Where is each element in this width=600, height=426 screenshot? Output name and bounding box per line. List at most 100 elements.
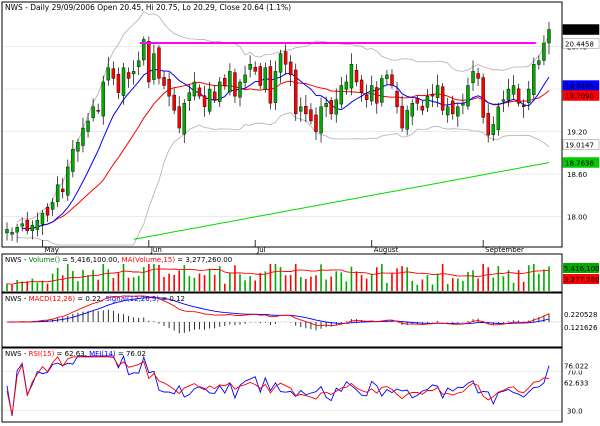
candle-body xyxy=(86,120,90,132)
volume-bar xyxy=(431,284,434,291)
candle-body xyxy=(20,223,24,227)
candle-body xyxy=(55,184,60,203)
candle xyxy=(86,112,90,138)
candle-body xyxy=(273,71,278,103)
candle-body xyxy=(207,88,212,112)
candle-body xyxy=(481,77,485,118)
volume-bar xyxy=(122,264,125,291)
candle-body xyxy=(197,87,202,97)
volume-bar xyxy=(538,273,540,291)
candle-body xyxy=(283,51,288,65)
macd-tag-bg xyxy=(563,309,599,319)
x-tick-label: May xyxy=(44,246,58,254)
candle xyxy=(309,103,313,125)
volume-bar xyxy=(102,264,105,291)
candle xyxy=(152,44,156,85)
mid-ma-line xyxy=(22,80,550,230)
candle xyxy=(375,81,379,114)
volume-bar xyxy=(173,274,175,291)
candle-body xyxy=(385,74,389,79)
candle xyxy=(334,88,338,123)
volume-bar xyxy=(436,273,439,291)
candle xyxy=(537,55,541,70)
candle xyxy=(395,81,399,114)
candle xyxy=(66,159,70,201)
price-tag: 19.8495 xyxy=(562,80,600,91)
volume-bar xyxy=(330,276,332,291)
candle xyxy=(192,72,197,101)
candle-body xyxy=(415,98,420,104)
price-tag-bg xyxy=(562,24,600,35)
volume-bar xyxy=(548,266,550,291)
price-tag: 20.4458 xyxy=(562,38,600,49)
candle xyxy=(218,77,222,107)
candle xyxy=(339,76,344,109)
candle-body xyxy=(5,229,9,234)
candle xyxy=(81,117,85,153)
macd-signal-line xyxy=(7,297,550,325)
candle-body xyxy=(410,103,414,117)
volume-legend: NWS - Volume() = 5,416,100.00, MA(Volume… xyxy=(5,256,232,264)
rsi-level-label: 30.0 xyxy=(567,407,583,415)
volume-bar xyxy=(148,264,150,291)
candle xyxy=(410,99,414,126)
candle-body xyxy=(30,224,35,232)
candle xyxy=(294,63,298,121)
rsi-legend: NWS - RSI(15) = 62.63, MFI(14) = 76.02 xyxy=(5,350,146,358)
candle-body xyxy=(349,64,354,89)
candle-body xyxy=(253,67,257,72)
rsi-legend-mfi-value: = 76.02 xyxy=(116,350,146,358)
candle xyxy=(304,94,308,123)
candle xyxy=(344,74,349,95)
candle-body xyxy=(157,47,161,79)
candle-body xyxy=(243,74,247,83)
volume-bar xyxy=(543,269,545,291)
candle-body xyxy=(40,212,45,225)
candle xyxy=(471,60,475,91)
volume-bar xyxy=(264,271,267,291)
volume-bar xyxy=(350,266,353,291)
candle-body xyxy=(309,109,313,122)
candle xyxy=(142,36,146,66)
candle xyxy=(25,211,29,235)
candle xyxy=(197,84,202,100)
candle xyxy=(405,105,409,136)
volume-bar xyxy=(446,284,449,291)
candle-body xyxy=(187,92,192,101)
volume-bar xyxy=(36,282,39,291)
price-tag: 18.7638 xyxy=(562,157,600,168)
candle xyxy=(390,69,394,89)
volume-bar xyxy=(472,270,474,291)
volume-bar xyxy=(315,275,317,291)
candle-body xyxy=(121,67,126,96)
volume-legend-prefix: NWS - xyxy=(5,256,29,264)
candle xyxy=(496,102,501,136)
volume-bar xyxy=(401,266,403,291)
volume-bar xyxy=(467,271,469,291)
candle xyxy=(425,89,430,113)
volume-bar xyxy=(82,269,84,291)
macd-tag-bg xyxy=(563,322,599,332)
price-tag-label: 19.7090 xyxy=(565,93,594,101)
candle-body xyxy=(111,68,116,79)
candle-body xyxy=(172,94,176,111)
volume-bar xyxy=(320,264,322,291)
candle-body xyxy=(162,77,166,86)
candle xyxy=(369,75,374,106)
volume-bar xyxy=(31,278,34,291)
rsi-panel xyxy=(1,347,563,423)
x-tick-label: Jun xyxy=(150,246,162,254)
volume-bar xyxy=(375,267,378,291)
candle-body xyxy=(288,61,293,76)
candle-body xyxy=(496,106,501,130)
candle xyxy=(40,209,45,236)
volume-bar xyxy=(305,278,307,291)
candle-body xyxy=(45,206,50,216)
candle xyxy=(278,49,283,83)
volume-bar xyxy=(137,275,140,291)
candle-body xyxy=(324,103,328,107)
candle-body xyxy=(35,219,40,230)
price-tag: 19.0147 xyxy=(562,139,600,150)
volume-bar xyxy=(284,275,287,291)
volume-bar xyxy=(127,277,130,291)
